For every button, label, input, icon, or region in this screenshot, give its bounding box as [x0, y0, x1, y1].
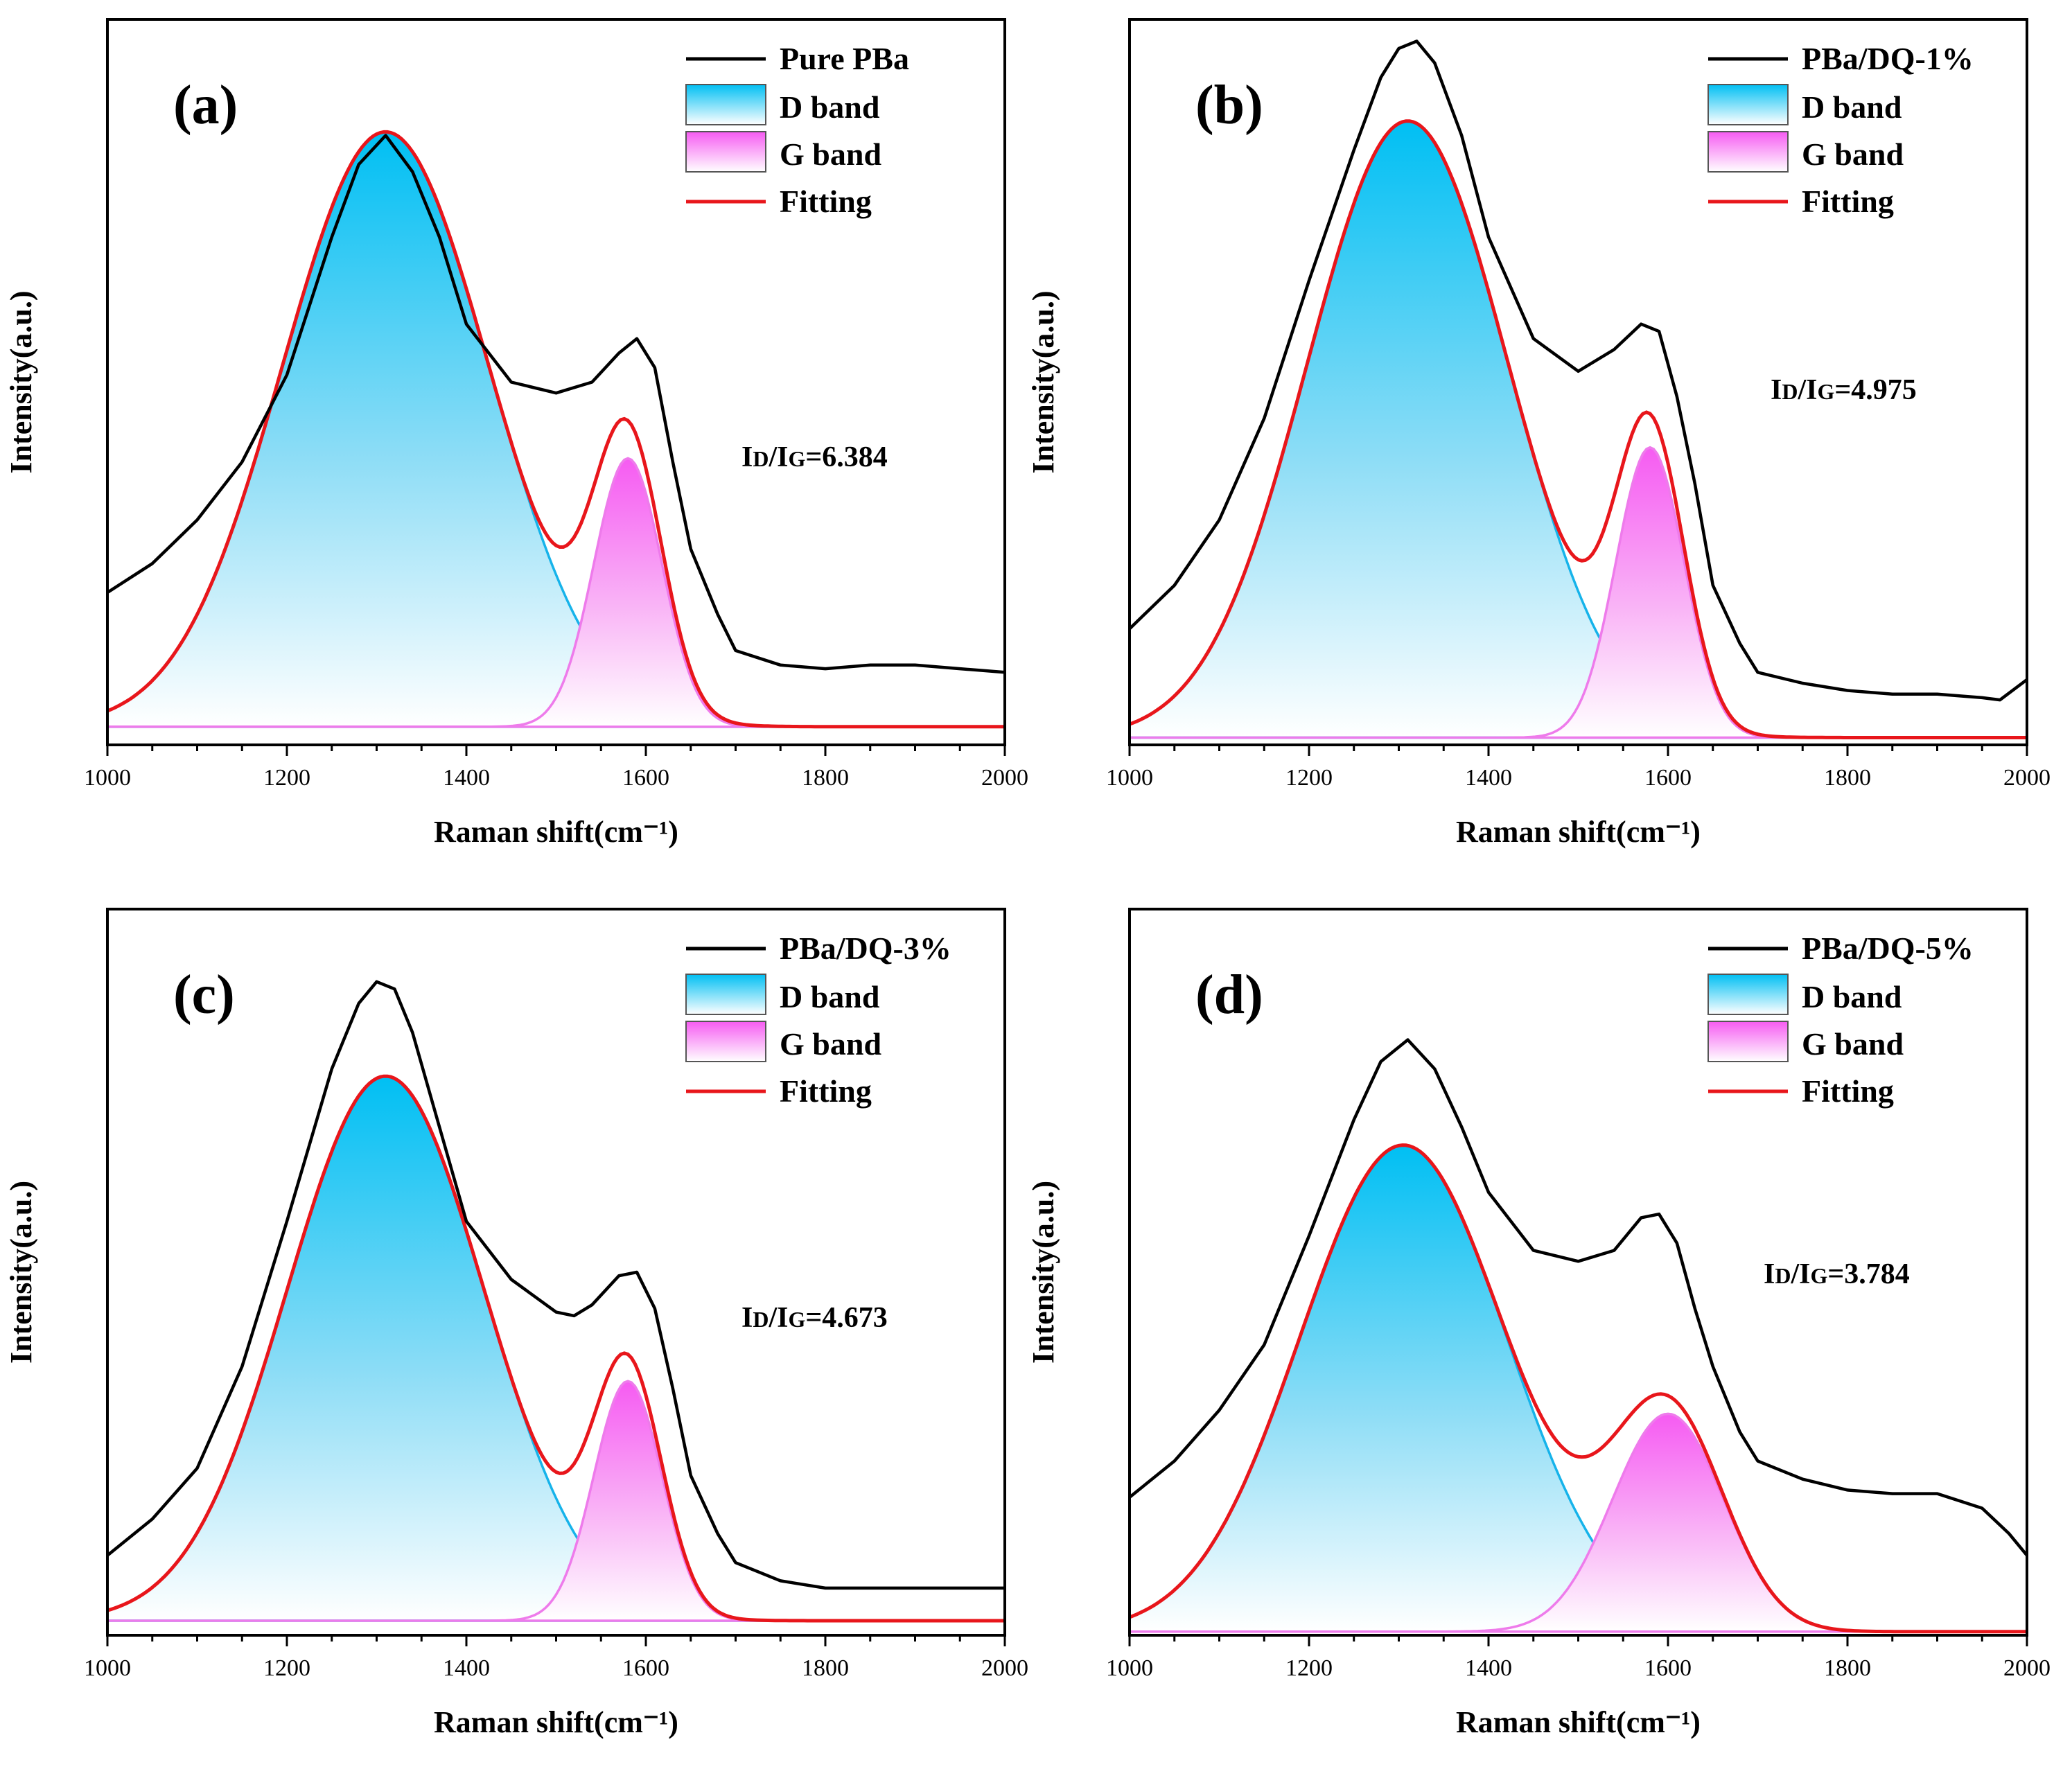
y-axis-title: Intensity(a.u.) [4, 1181, 38, 1364]
x-tick-label: 2000 [2003, 1655, 2051, 1681]
legend-entry-label: D band [1802, 89, 1902, 125]
x-tick-label: 2000 [2003, 765, 2051, 791]
x-tick-label: 1400 [1465, 1655, 1512, 1681]
legend-entry-label: G band [1802, 1026, 1904, 1062]
panel-label: (b) [1195, 75, 1263, 136]
x-tick-label: 1600 [622, 1655, 669, 1681]
panel-label: (c) [173, 965, 235, 1026]
legend-entry-label: G band [1802, 137, 1904, 172]
x-tick-label: 1800 [1824, 1655, 1871, 1681]
raw-spectrum-line [1128, 39, 2028, 702]
x-tick-label: 1200 [1285, 1655, 1333, 1681]
x-tick-label: 1000 [84, 765, 131, 791]
legend-entry-label: G band [780, 137, 881, 172]
legend: PBa/DQ-1% D band G band Fitting [1707, 41, 1974, 219]
d-band-area [106, 1075, 1006, 1622]
id-ig-ratio: ID/IG=4.673 [741, 1302, 888, 1334]
legend-entry-label: Fitting [1802, 184, 1894, 219]
legend-entry-label: PBa/DQ-3% [780, 931, 951, 966]
x-tick-label: 1600 [1644, 1655, 1692, 1681]
x-tick-label: 1600 [622, 765, 669, 791]
legend-entry-label: D band [780, 89, 880, 125]
x-tick-label: 1800 [1824, 765, 1871, 791]
fitting-curve [1129, 119, 2027, 739]
chart-panel-b: 1000 1200 1400 1600 1800 2000 Raman shift(cm⁻¹… [1026, 18, 2051, 849]
y-axis-title: Intensity(a.u.) [1026, 1181, 1060, 1364]
legend-swatch-g-band [1707, 1021, 1789, 1062]
legend-swatch-d-band [685, 84, 766, 125]
id-ig-ratio: ID/IG=4.975 [1771, 374, 1917, 406]
legend-entry-label: Pure PBa [780, 41, 909, 76]
legend-entry-label: Fitting [1802, 1073, 1894, 1109]
chart-panel-c: 1000 1200 1400 1600 1800 2000 Raman shift(cm⁻¹… [4, 908, 1028, 1739]
legend-entry-label: D band [1802, 979, 1902, 1014]
x-tick-label: 1000 [1106, 1655, 1153, 1681]
id-ig-ratio: ID/IG=3.784 [1764, 1258, 1910, 1290]
chart-panel-d: 1000 1200 1400 1600 1800 2000 Raman shift(cm⁻¹… [1026, 908, 2051, 1739]
y-axis-title: Intensity(a.u.) [4, 290, 38, 473]
legend-swatch-d-band [685, 974, 766, 1015]
fitting-curve [107, 1074, 1005, 1623]
x-tick-label: 1600 [1644, 765, 1692, 791]
id-ig-ratio: ID/IG=6.384 [741, 441, 888, 473]
legend: Pure PBa D band G band Fitting [685, 41, 909, 219]
x-axis-title: Raman shift(cm⁻¹) [1456, 815, 1701, 849]
raw-spectrum-line [106, 980, 1005, 1590]
chart-panel-a: 1000 1200 1400 1600 1800 2000 Raman shift(cm⁻¹… [4, 18, 1028, 849]
x-axis-title: Raman shift(cm⁻¹) [434, 815, 678, 849]
legend-swatch-d-band [1707, 974, 1789, 1015]
x-tick-label: 1400 [443, 765, 490, 791]
raw-spectrum-line [106, 134, 1006, 674]
x-tick-label: 1400 [1465, 765, 1512, 791]
legend-entry-label: PBa/DQ-1% [1802, 41, 1974, 76]
legend-swatch-d-band [1707, 84, 1789, 125]
legend-entry-label: G band [780, 1026, 881, 1062]
x-axis-title: Raman shift(cm⁻¹) [434, 1705, 678, 1739]
raw-spectrum-line [1128, 1038, 2028, 1557]
legend-swatch-g-band [685, 1021, 766, 1062]
x-tick-label: 1200 [1285, 765, 1333, 791]
fitting-curve [107, 130, 1005, 729]
y-axis-title: Intensity(a.u.) [1026, 290, 1060, 473]
panel-label: (d) [1195, 965, 1263, 1026]
legend-entry-label: Fitting [780, 1073, 872, 1109]
legend-entry-label: Fitting [780, 184, 872, 219]
legend-entry-label: PBa/DQ-5% [1802, 931, 1974, 966]
legend-swatch-g-band [1707, 131, 1789, 173]
x-tick-label: 2000 [981, 1655, 1028, 1681]
x-axis-title: Raman shift(cm⁻¹) [1456, 1705, 1701, 1739]
fitting-curve [1129, 1143, 2027, 1634]
x-tick-label: 1200 [263, 1655, 310, 1681]
legend-entry-label: D band [780, 979, 880, 1014]
x-tick-label: 1000 [84, 1655, 131, 1681]
d-band-area [106, 130, 1006, 728]
x-tick-label: 2000 [981, 765, 1028, 791]
panel-label: (a) [173, 75, 238, 136]
x-tick-label: 1800 [802, 765, 849, 791]
d-band-area [1128, 1143, 2028, 1633]
legend: PBa/DQ-5% D band G band Fitting [1707, 931, 1974, 1109]
x-tick-label: 1800 [802, 1655, 849, 1681]
legend: PBa/DQ-3% D band G band Fitting [685, 931, 951, 1109]
x-tick-label: 1200 [263, 765, 310, 791]
x-tick-label: 1000 [1106, 765, 1153, 791]
x-tick-label: 1400 [443, 1655, 490, 1681]
legend-swatch-g-band [685, 131, 766, 173]
